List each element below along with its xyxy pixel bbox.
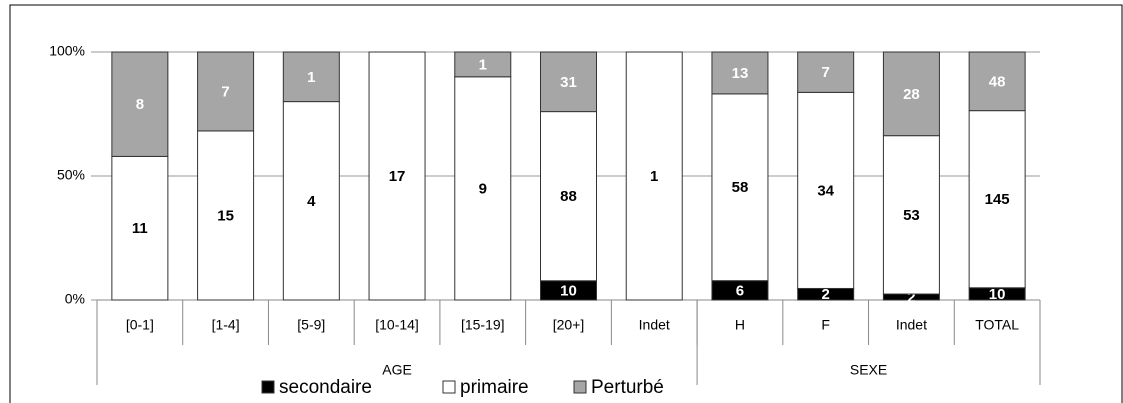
bar-segment bbox=[282, 51, 340, 103]
bar-segment bbox=[540, 51, 597, 113]
x-tick-label: [1-4] bbox=[212, 317, 240, 333]
data-label: 11 bbox=[132, 220, 148, 237]
group-label: SEXE bbox=[850, 362, 887, 378]
data-label: 15 bbox=[217, 207, 234, 224]
bar-segment bbox=[197, 130, 255, 301]
bar-segment bbox=[711, 51, 769, 95]
bar-segment bbox=[625, 51, 683, 301]
x-tick-label: H bbox=[735, 317, 745, 333]
bar-segment bbox=[111, 51, 169, 157]
data-label: 1 bbox=[479, 56, 487, 73]
bar-segment bbox=[968, 110, 1026, 289]
x-tick-label: [0-1] bbox=[126, 317, 154, 333]
data-label: 58 bbox=[732, 179, 749, 196]
data-label: 10 bbox=[989, 286, 1006, 303]
bar-segment bbox=[797, 91, 855, 289]
data-label: 10 bbox=[560, 282, 577, 299]
data-label: 145 bbox=[985, 191, 1010, 208]
data-label: 13 bbox=[732, 65, 749, 82]
data-label: 4 bbox=[307, 193, 316, 210]
data-label: 34 bbox=[817, 182, 834, 199]
bar-segment bbox=[454, 51, 512, 78]
data-label: 9 bbox=[479, 180, 487, 197]
bar-segment bbox=[797, 51, 855, 93]
bar-segment bbox=[111, 155, 169, 301]
y-tick-label: 50% bbox=[57, 167, 85, 183]
x-tick-label: [20+] bbox=[553, 317, 585, 333]
legend-label: Perturbé bbox=[591, 377, 664, 398]
y-tick-label: 100% bbox=[49, 43, 85, 59]
x-tick-label: [15-19] bbox=[461, 317, 505, 333]
y-tick-label: 0% bbox=[65, 291, 85, 307]
data-label: 88 bbox=[560, 188, 577, 205]
group-label: AGE bbox=[382, 362, 412, 378]
data-label: 2 bbox=[907, 289, 915, 306]
x-tick-label: Indet bbox=[639, 317, 670, 333]
x-tick-label: TOTAL bbox=[975, 317, 1019, 333]
bar-segment bbox=[197, 51, 255, 132]
legend-swatch bbox=[573, 380, 587, 394]
bar-segment bbox=[968, 51, 1026, 112]
bar-segment bbox=[882, 51, 940, 137]
x-tick-label: [10-14] bbox=[375, 317, 419, 333]
data-label: 7 bbox=[221, 83, 229, 100]
data-label: 31 bbox=[560, 74, 577, 91]
legend-label: primaire bbox=[460, 377, 529, 398]
data-label: 2 bbox=[822, 286, 830, 303]
bar-segment bbox=[882, 135, 940, 295]
x-tick-label: F bbox=[821, 317, 830, 333]
data-label: 7 bbox=[822, 64, 830, 81]
data-label: 48 bbox=[989, 73, 1006, 90]
bar-segment bbox=[368, 51, 426, 301]
bar-segment bbox=[282, 101, 340, 301]
x-tick-label: [5-9] bbox=[297, 317, 325, 333]
x-tick-label: Indet bbox=[896, 317, 927, 333]
data-label: 53 bbox=[903, 207, 920, 224]
bar-segment bbox=[540, 111, 597, 282]
legend-swatch bbox=[261, 380, 275, 394]
legend-swatch bbox=[442, 380, 456, 394]
legend-label: secondaire bbox=[279, 377, 372, 398]
data-label: 8 bbox=[136, 96, 144, 113]
data-label: 6 bbox=[736, 282, 744, 299]
data-label: 1 bbox=[307, 69, 315, 86]
data-label: 1 bbox=[650, 168, 658, 185]
data-label: 28 bbox=[903, 86, 920, 103]
data-label: 17 bbox=[389, 168, 406, 185]
bar-segment bbox=[454, 76, 512, 301]
